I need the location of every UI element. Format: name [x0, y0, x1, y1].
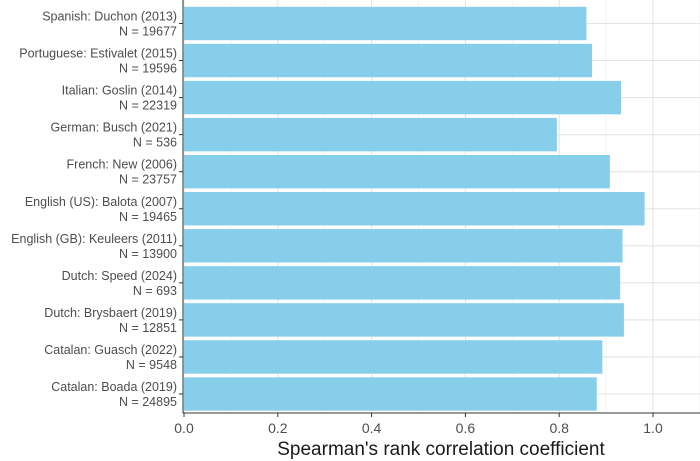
category-n-label: N = 23757 [119, 173, 177, 187]
category-label: German: Busch (2021) [51, 121, 177, 135]
category-n-label: N = 13900 [119, 247, 177, 261]
x-axis-title: Spearman's rank correlation coefficient [277, 439, 605, 460]
category-label: English (US): Balota (2007) [25, 195, 177, 209]
x-tick-label: 0.0 [174, 420, 194, 436]
category-label: French: New (2006) [67, 158, 177, 172]
category-label: Catalan: Boada (2019) [51, 380, 177, 394]
category-n-label: N = 693 [133, 284, 177, 298]
x-tick-label: 1.0 [643, 420, 663, 436]
x-tick-label: 0.6 [456, 420, 476, 436]
category-label: Dutch: Speed (2024) [62, 269, 177, 283]
bar [184, 192, 645, 226]
category-label: Catalan: Guasch (2022) [44, 343, 177, 357]
category-n-label: N = 9548 [126, 358, 177, 372]
category-label: Portuguese: Estivalet (2015) [19, 47, 177, 61]
bar [184, 340, 603, 374]
x-tick-label: 0.4 [362, 420, 382, 436]
bar [184, 43, 593, 78]
bar [184, 80, 622, 115]
category-n-label: N = 19677 [119, 25, 177, 39]
category-label: Spanish: Duchon (2013) [42, 10, 177, 24]
category-n-label: N = 12851 [119, 321, 177, 335]
category-label: English (GB): Keuleers (2011) [11, 232, 177, 246]
bar [184, 117, 557, 152]
bar [184, 155, 610, 189]
category-labels: Spanish: Duchon (2013)N = 19677 Portugues… [11, 10, 183, 409]
category-n-label: N = 536 [133, 136, 177, 150]
category-n-label: N = 24895 [119, 395, 177, 409]
bar [184, 6, 587, 41]
category-label: Italian: Goslin (2014) [62, 84, 177, 98]
x-tick-label: 0.8 [549, 420, 569, 436]
bar [184, 377, 597, 411]
bar [184, 229, 623, 263]
bar [184, 303, 624, 337]
bars [184, 6, 645, 411]
category-n-label: N = 19465 [119, 210, 177, 224]
bar [184, 266, 621, 300]
x-ticks: 0.0 0.2 0.4 0.6 0.8 1.0 [174, 413, 663, 436]
x-tick-label: 0.2 [268, 420, 288, 436]
category-n-label: N = 19596 [119, 62, 177, 76]
category-n-label: N = 22319 [119, 99, 177, 113]
category-label: Dutch: Brysbaert (2019) [44, 306, 177, 320]
